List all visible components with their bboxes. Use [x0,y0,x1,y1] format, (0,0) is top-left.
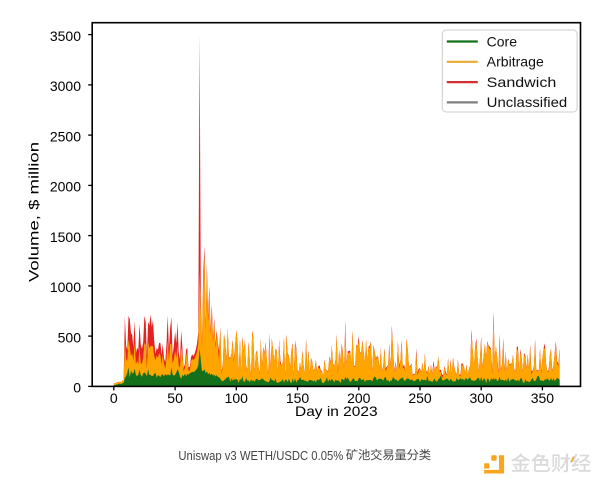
svg-text:100: 100 [225,390,249,406]
svg-text:Uniswap v3 WETH/USDC 0.05%: Uniswap v3 WETH/USDC 0.05% [178,449,343,463]
svg-text:3500: 3500 [50,28,81,44]
svg-text:2000: 2000 [50,179,81,195]
svg-text:Sandwich: Sandwich [487,75,557,90]
svg-text:2500: 2500 [50,128,81,144]
svg-text:350: 350 [531,390,555,406]
svg-text:300: 300 [470,390,494,406]
svg-text:0: 0 [110,390,118,406]
svg-text:150: 150 [286,390,310,406]
svg-text:500: 500 [58,329,82,345]
svg-text:200: 200 [347,390,371,406]
svg-text:0: 0 [73,380,81,396]
svg-text:3000: 3000 [50,78,81,94]
svg-text:50: 50 [167,390,183,406]
svg-text:Unclassified: Unclassified [487,95,568,110]
svg-text:Day in 2023: Day in 2023 [295,403,378,419]
svg-text:1000: 1000 [50,279,81,295]
svg-text:Core: Core [487,34,517,49]
svg-text:250: 250 [408,390,432,406]
svg-text:1500: 1500 [50,229,81,245]
svg-text:Volume, $ million: Volume, $ million [26,142,42,282]
svg-text:Arbitrage: Arbitrage [487,55,544,70]
